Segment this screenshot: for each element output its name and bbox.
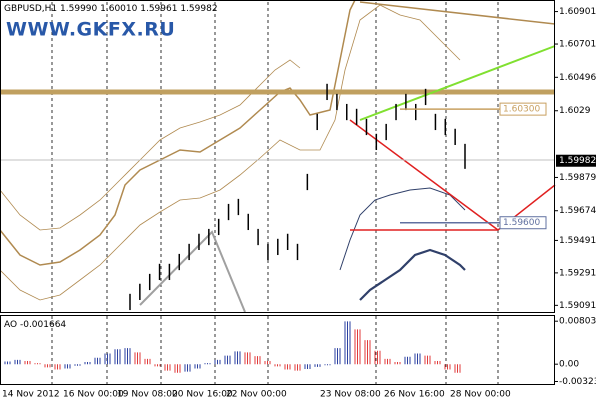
envelope-bottom: [359, 248, 466, 301]
osc-y-tick-label: -0.00323: [559, 377, 596, 387]
main-frame: [0, 0, 555, 313]
low: 1.59961: [140, 4, 177, 14]
x-tick-label: 23 Nov 08:00: [320, 390, 381, 400]
y-tick-label: 1.6029: [559, 106, 591, 116]
x-tick-label: 22 Nov 00:00: [226, 390, 287, 400]
osc-name: AO: [4, 320, 17, 330]
symbol: GBPUSD,H1: [4, 4, 57, 14]
level-box: [499, 216, 547, 230]
band-upper: [0, 59, 301, 231]
envelope-lower: [339, 187, 466, 271]
osc-header: AO -0.001664: [4, 320, 66, 330]
osc-value: -0.001664: [20, 320, 66, 330]
y-tick-label: 1.59291: [559, 268, 596, 278]
header: GBPUSD,H1 1.59990 1.60010 1.59961 1.5998…: [4, 4, 218, 14]
last-price-label: 1.59982: [559, 156, 596, 166]
osc-frame: [0, 315, 555, 385]
band-middle: [0, 0, 356, 266]
pattern-line: [139, 230, 246, 313]
marks: 1.60901 1.60701 1.60496 1.6029 1.59879 1.5967…: [2, 7, 596, 400]
upper-trend-line: [359, 1, 556, 25]
high: 1.60010: [100, 4, 137, 14]
y-tick-label: 1.59091: [559, 301, 596, 311]
y-tick-label: 1.60701: [559, 40, 596, 50]
level-box: [499, 102, 547, 116]
x-tick-label: 16 Nov 00:00: [63, 390, 124, 400]
open: 1.59990: [60, 4, 97, 14]
x-tick-label: 26 Nov 16:00: [384, 390, 445, 400]
close: 1.59982: [180, 4, 217, 14]
x-tick-label: 28 Nov 00:00: [450, 390, 511, 400]
level-label: 1.60300: [503, 105, 540, 115]
channel-line: [349, 119, 499, 231]
last-price-box: [556, 154, 596, 167]
y-tick-label: 1.59491: [559, 236, 596, 246]
grid: [51, 2, 499, 384]
y-tick-label: 1.60901: [559, 7, 596, 17]
watermark: WWW.GKFX.RU: [6, 19, 175, 41]
x-tick-label: 19 Nov 08:00: [117, 390, 178, 400]
y-tick-label: 1.59674: [559, 206, 596, 216]
y-tick-label: 1.60496: [559, 73, 596, 83]
y-tick-label: 1.59879: [559, 173, 596, 183]
x-tick-label: 14 Nov 2012: [2, 390, 60, 400]
trend-line: [359, 45, 556, 121]
osc-y-tick-label: 0.00803: [559, 317, 596, 327]
x-tick-label: 20 Nov 16:00: [172, 390, 233, 400]
level-label: 1.59600: [503, 218, 540, 228]
osc-y-tick-label: 0.00: [559, 360, 579, 370]
